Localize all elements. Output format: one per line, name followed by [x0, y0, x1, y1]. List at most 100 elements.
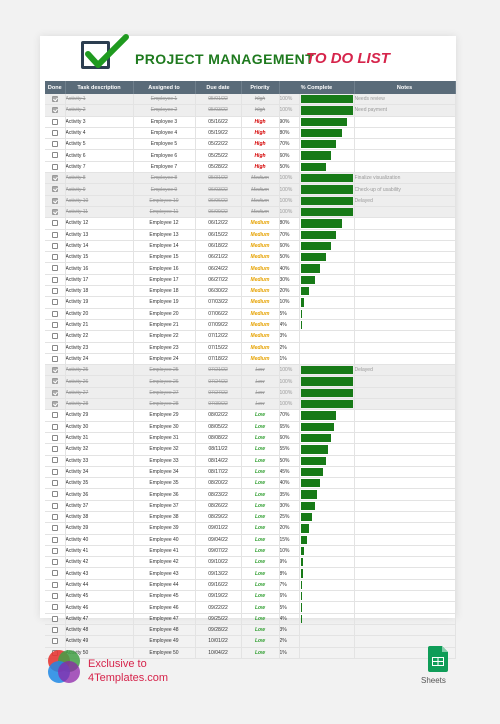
- task-cell[interactable]: Activity 41: [65, 545, 134, 558]
- done-checkbox[interactable]: [51, 491, 58, 498]
- done-checkbox[interactable]: [51, 310, 58, 317]
- notes-cell[interactable]: [354, 229, 456, 241]
- assignee-cell[interactable]: Employee 44: [133, 579, 196, 592]
- percent-cell[interactable]: 60%: [279, 149, 300, 162]
- priority-cell[interactable]: Low: [241, 477, 280, 490]
- due-date-cell[interactable]: 05/19/22: [195, 127, 242, 140]
- done-cell[interactable]: [45, 387, 66, 400]
- notes-cell[interactable]: Needs review: [354, 94, 456, 106]
- done-checkbox[interactable]: [51, 626, 58, 633]
- done-cell[interactable]: [45, 206, 66, 219]
- percent-cell[interactable]: 80%: [279, 127, 300, 140]
- table-row[interactable]: Activity 7 Employee 7 05/28/22 High 50%: [45, 161, 456, 174]
- done-checkbox[interactable]: [51, 186, 58, 193]
- task-cell[interactable]: Activity 34: [65, 466, 134, 479]
- done-cell[interactable]: [45, 601, 66, 614]
- task-cell[interactable]: Activity 24: [65, 353, 134, 366]
- assignee-cell[interactable]: Employee 18: [133, 285, 196, 298]
- notes-cell[interactable]: [354, 613, 456, 625]
- assignee-cell[interactable]: Employee 27: [133, 387, 196, 400]
- priority-cell[interactable]: Low: [241, 455, 280, 467]
- done-cell[interactable]: [45, 375, 66, 388]
- assignee-cell[interactable]: Employee 39: [133, 522, 196, 535]
- due-date-cell[interactable]: 10/01/22: [195, 635, 242, 648]
- done-cell[interactable]: [45, 477, 66, 490]
- task-cell[interactable]: Activity 1: [65, 94, 134, 106]
- notes-cell[interactable]: [354, 455, 456, 467]
- due-date-cell[interactable]: 08/05/22: [195, 421, 242, 433]
- percent-cell[interactable]: 90%: [279, 116, 300, 128]
- due-date-cell[interactable]: 06/06/22: [195, 195, 242, 207]
- table-row[interactable]: Activity 6 Employee 6 05/25/22 High 60%: [45, 149, 456, 162]
- task-cell[interactable]: Activity 32: [65, 443, 134, 456]
- percent-cell[interactable]: 60%: [279, 432, 300, 445]
- assignee-cell[interactable]: Employee 45: [133, 590, 196, 603]
- notes-cell[interactable]: [354, 240, 456, 253]
- priority-cell[interactable]: Medium: [241, 183, 280, 196]
- table-row[interactable]: Activity 30 Employee 30 08/05/22 Low 65%: [45, 421, 456, 433]
- done-cell[interactable]: [45, 579, 66, 592]
- percent-cell[interactable]: 100%: [279, 172, 300, 185]
- done-checkbox[interactable]: [51, 378, 58, 385]
- assignee-cell[interactable]: Employee 6: [133, 149, 196, 162]
- due-date-cell[interactable]: 08/29/22: [195, 511, 242, 524]
- notes-cell[interactable]: Delayed: [354, 195, 456, 207]
- priority-cell[interactable]: Medium: [241, 240, 280, 253]
- col-header-due[interactable]: Due date: [195, 81, 242, 94]
- task-cell[interactable]: Activity 25: [65, 364, 134, 377]
- priority-cell[interactable]: Low: [241, 443, 280, 456]
- notes-cell[interactable]: [354, 647, 456, 659]
- notes-cell[interactable]: Check-up of usability: [354, 183, 456, 196]
- task-cell[interactable]: Activity 18: [65, 285, 134, 298]
- due-date-cell[interactable]: 06/27/22: [195, 274, 242, 287]
- notes-cell[interactable]: [354, 353, 456, 366]
- due-date-cell[interactable]: 07/30/22: [195, 398, 242, 411]
- assignee-cell[interactable]: Employee 17: [133, 274, 196, 287]
- task-cell[interactable]: Activity 43: [65, 567, 134, 580]
- percent-cell[interactable]: 30%: [279, 274, 300, 287]
- brand-line2[interactable]: 4Templates.com: [88, 672, 169, 684]
- done-checkbox[interactable]: [51, 276, 58, 283]
- due-date-cell[interactable]: 09/19/22: [195, 590, 242, 603]
- priority-cell[interactable]: Low: [241, 500, 280, 512]
- percent-cell[interactable]: 50%: [279, 251, 300, 264]
- notes-cell[interactable]: [354, 432, 456, 445]
- col-header-complete[interactable]: % Complete: [279, 81, 355, 94]
- done-checkbox[interactable]: [51, 107, 58, 114]
- assignee-cell[interactable]: Employee 49: [133, 635, 196, 648]
- assignee-cell[interactable]: Employee 8: [133, 172, 196, 185]
- priority-cell[interactable]: Low: [241, 613, 280, 625]
- col-header-task[interactable]: Task description: [65, 81, 134, 94]
- due-date-cell[interactable]: 08/23/22: [195, 488, 242, 501]
- percent-cell[interactable]: 70%: [279, 138, 300, 151]
- task-cell[interactable]: Activity 17: [65, 274, 134, 287]
- percent-cell[interactable]: 80%: [279, 217, 300, 230]
- due-date-cell[interactable]: 07/24/22: [195, 375, 242, 388]
- assignee-cell[interactable]: Employee 42: [133, 556, 196, 569]
- done-cell[interactable]: [45, 432, 66, 445]
- due-date-cell[interactable]: 06/03/22: [195, 183, 242, 196]
- done-checkbox[interactable]: [51, 118, 58, 125]
- table-row[interactable]: Activity 12 Employee 12 06/12/22 Medium 80%: [45, 217, 456, 230]
- done-cell[interactable]: [45, 319, 66, 332]
- notes-cell[interactable]: [354, 522, 456, 535]
- table-row[interactable]: Activity 13 Employee 13 06/15/22 Medium 70%: [45, 229, 456, 241]
- done-cell[interactable]: [45, 466, 66, 479]
- due-date-cell[interactable]: 09/13/22: [195, 567, 242, 580]
- table-row[interactable]: Activity 23 Employee 23 07/15/22 Medium 2%: [45, 342, 456, 354]
- done-cell[interactable]: [45, 556, 66, 569]
- percent-cell[interactable]: 2%: [279, 342, 300, 354]
- priority-cell[interactable]: Low: [241, 409, 280, 422]
- assignee-cell[interactable]: Employee 47: [133, 613, 196, 625]
- task-cell[interactable]: Activity 14: [65, 240, 134, 253]
- notes-cell[interactable]: [354, 206, 456, 219]
- done-cell[interactable]: [45, 274, 66, 287]
- done-checkbox[interactable]: [51, 525, 58, 532]
- done-checkbox[interactable]: [51, 423, 58, 430]
- done-checkbox[interactable]: [51, 242, 58, 249]
- assignee-cell[interactable]: Employee 20: [133, 308, 196, 320]
- due-date-cell[interactable]: 09/10/22: [195, 556, 242, 569]
- done-checkbox[interactable]: [51, 208, 58, 215]
- done-checkbox[interactable]: [51, 197, 58, 204]
- priority-cell[interactable]: Medium: [241, 285, 280, 298]
